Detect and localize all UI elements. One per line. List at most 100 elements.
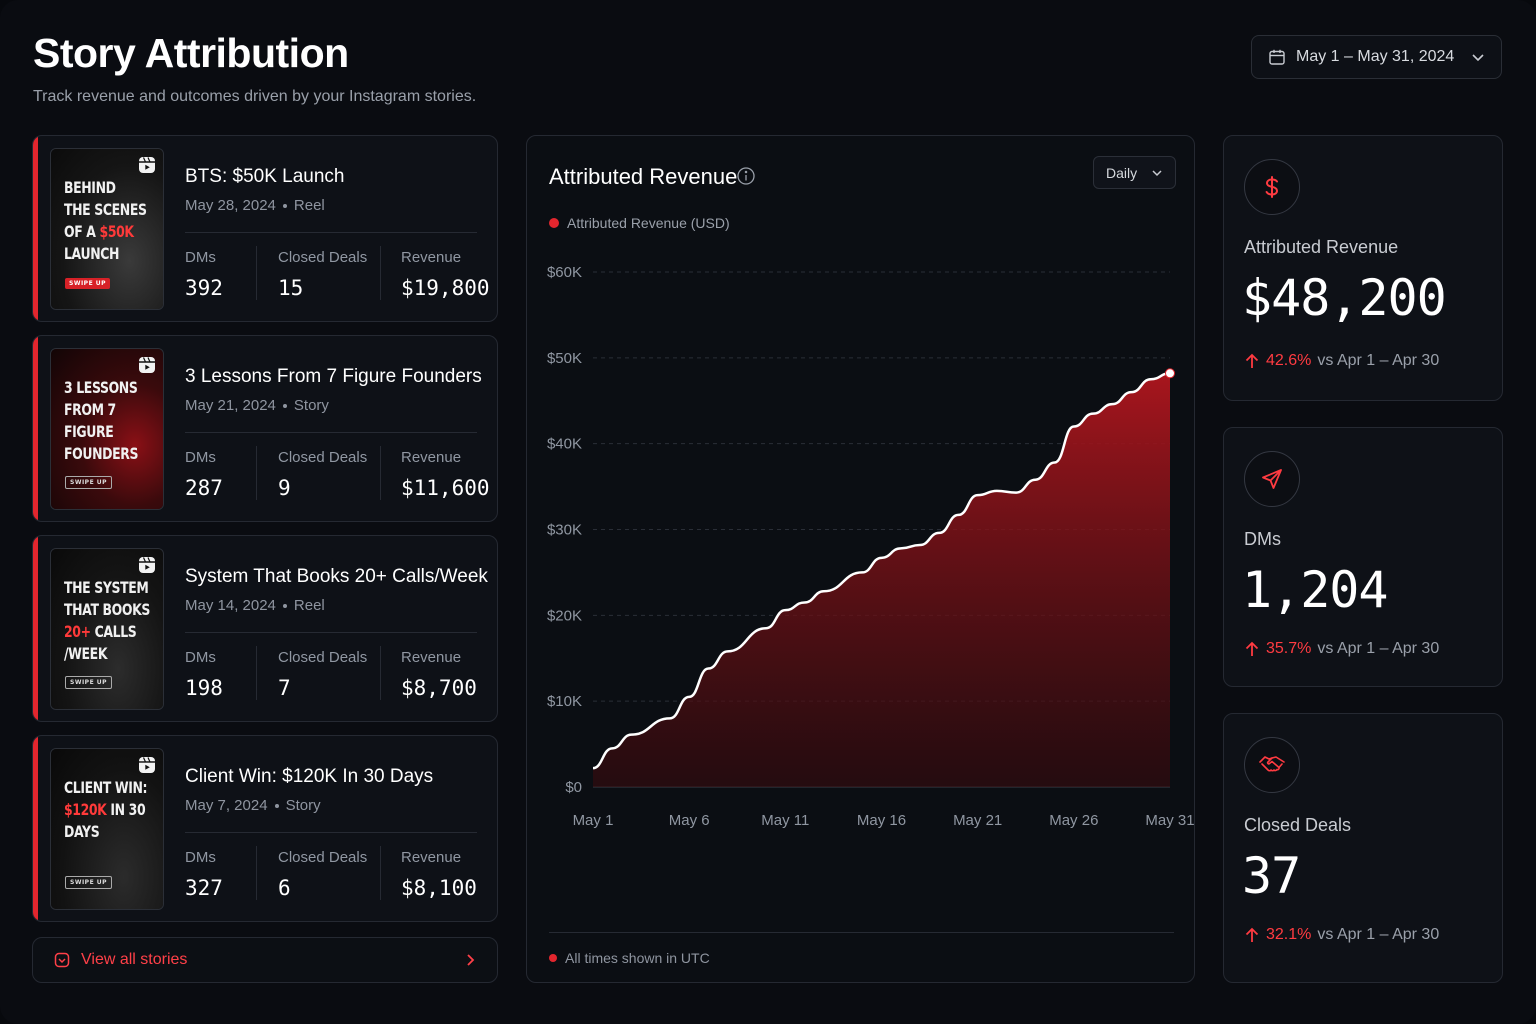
arrow-up-icon [1245, 927, 1259, 942]
story-divider [185, 632, 477, 633]
reel-icon [139, 557, 155, 573]
reel-icon [139, 357, 155, 373]
metric-revenue: Revenue $8,700 [401, 649, 477, 700]
story-title[interactable]: System That Books 20+ Calls/Week [185, 566, 488, 587]
metric-label: DMs [185, 249, 216, 266]
stories-icon [54, 952, 70, 968]
story-thumbnail[interactable]: BEHIND THE SCENES OF A $50K LAUNCH SWIPE UP [50, 148, 164, 310]
metric-closed-deals: Closed Deals 7 [278, 649, 367, 700]
date-range-label: May 1 – May 31, 2024 [1296, 48, 1455, 65]
dollar-icon [1265, 176, 1279, 198]
story-date: May 14, 2024 [185, 597, 276, 614]
story-thumbnail[interactable]: 3 LESSONS FROM 7 FIGURE FOUNDERS SWIPE UP [50, 348, 164, 510]
story-meta: May 28, 2024 Reel [185, 197, 325, 214]
thumbnail-text: THAT BOOKS [64, 600, 150, 619]
kpi-change: 42.6% vs Apr 1 – Apr 30 [1244, 352, 1439, 370]
metric-label: Closed Deals [278, 649, 368, 666]
calendar-icon [1269, 49, 1285, 65]
kpi-change: 35.7% vs Apr 1 – Apr 30 [1244, 640, 1439, 658]
y-tick-label: $30K [547, 522, 582, 539]
thumbnail-text: /WEEK [64, 644, 108, 663]
metric-label: Revenue [401, 849, 462, 866]
legend-label: Attributed Revenue (USD) [567, 215, 730, 231]
story-card[interactable]: BEHIND THE SCENES OF A $50K LAUNCH SWIPE UP B… [32, 135, 498, 322]
kpi-compare-period: vs Apr 1 – Apr 30 [1317, 926, 1440, 943]
kpi-value: $48,200 [1242, 269, 1447, 327]
kpi-label: Attributed Revenue [1244, 237, 1399, 257]
metric-separator [256, 246, 257, 300]
thumbnail-text: BEHIND [64, 178, 116, 197]
kpi-card-dms: DMs 1,204 35.7% vs Apr 1 – Apr 30 [1223, 427, 1503, 687]
footer-dot [549, 954, 557, 962]
story-accent-bar [33, 736, 38, 921]
y-tick-label: $60K [547, 264, 582, 281]
x-tick-label: May 16 [857, 812, 906, 829]
metric-separator [256, 446, 257, 500]
story-date: May 21, 2024 [185, 397, 276, 414]
swipe-up-badge: SWIPE UP [65, 278, 111, 289]
view-all-stories-button[interactable]: View all stories [32, 937, 498, 983]
metric-value: 9 [278, 476, 291, 500]
chevron-right-icon [467, 954, 475, 966]
arrow-up-icon [1245, 353, 1259, 368]
x-tick-label: May 31 [1145, 812, 1194, 829]
revenue-area [593, 373, 1170, 787]
metric-value: 327 [185, 876, 223, 900]
kpi-change-percent: 42.6% [1266, 352, 1312, 369]
metric-revenue: Revenue $19,800 [401, 249, 490, 300]
info-icon[interactable] [736, 166, 756, 186]
metric-revenue: Revenue $11,600 [401, 449, 490, 500]
metric-closed-deals: Closed Deals 9 [278, 449, 367, 500]
metric-value: 198 [185, 676, 223, 700]
chevron-down-icon [1152, 169, 1162, 176]
revenue-line [592, 372, 1171, 770]
metric-label: Revenue [401, 449, 462, 466]
y-tick-label: $50K [547, 350, 582, 367]
metric-label: Closed Deals [278, 849, 368, 866]
metric-separator [380, 846, 381, 900]
page-subtitle: Track revenue and outcomes driven by you… [33, 88, 477, 105]
story-title[interactable]: Client Win: $120K In 30 Days [185, 766, 434, 787]
send-icon [1262, 469, 1282, 489]
story-accent-bar [33, 136, 38, 321]
y-tick-label: $40K [547, 436, 582, 453]
thumbnail-headline: THE SYSTEM THAT BOOKS 20+ CALLS/WEEK [64, 577, 163, 665]
thumbnail-text: OF A [64, 222, 100, 241]
view-all-stories-label: View all stories [81, 951, 188, 968]
story-card[interactable]: CLIENT WIN: $120K IN 30 DAYS SWIPE UP Client… [32, 735, 498, 922]
metric-separator [380, 246, 381, 300]
metric-value: $8,100 [401, 876, 477, 900]
kpi-change-percent: 32.1% [1266, 926, 1312, 943]
story-divider [185, 432, 477, 433]
metric-label: Revenue [401, 249, 462, 266]
story-thumbnail[interactable]: THE SYSTEM THAT BOOKS 20+ CALLS/WEEK SWIPE … [50, 548, 164, 710]
y-tick-label: $10K [547, 693, 582, 710]
metric-closed-deals: Closed Deals 6 [278, 849, 367, 900]
kpi-card-closed-deals: Closed Deals 37 32.1% vs Apr 1 – Apr 30 [1223, 713, 1503, 983]
story-card[interactable]: 3 LESSONS FROM 7 FIGURE FOUNDERS SWIPE UP 3 … [32, 335, 498, 522]
granularity-select[interactable]: Daily [1093, 156, 1176, 189]
story-card[interactable]: THE SYSTEM THAT BOOKS 20+ CALLS/WEEK SWIPE … [32, 535, 498, 722]
story-title[interactable]: BTS: $50K Launch [185, 166, 345, 187]
timezone-note: All times shown in UTC [565, 950, 710, 966]
y-tick-label: $20K [547, 607, 582, 624]
meta-separator-dot [282, 403, 287, 408]
thumbnail-text: 20+ [64, 622, 91, 641]
metric-dms: DMs 327 [185, 849, 223, 900]
thumbnail-headline: 3 LESSONS FROM 7 FIGURE FOUNDERS [64, 377, 163, 465]
x-tick-label: May 26 [1049, 812, 1098, 829]
story-title[interactable]: 3 Lessons From 7 Figure Founders [185, 366, 482, 387]
thumbnail-text: 3 LESSONS [64, 378, 138, 397]
kpi-icon-wrap [1244, 451, 1300, 507]
metric-dms: DMs 287 [185, 449, 223, 500]
thumbnail-headline: CLIENT WIN: $120K IN 30 DAYS [64, 777, 163, 843]
date-range-picker[interactable]: May 1 – May 31, 2024 [1251, 35, 1502, 79]
thumbnail-text: CLIENT WIN: [64, 778, 148, 797]
story-accent-bar [33, 536, 38, 721]
story-thumbnail[interactable]: CLIENT WIN: $120K IN 30 DAYS SWIPE UP [50, 748, 164, 910]
metric-value: 15 [278, 276, 304, 300]
thumbnail-background [51, 549, 163, 709]
thumbnail-text: FOUNDERS [64, 444, 139, 463]
metric-label: Closed Deals [278, 249, 368, 266]
